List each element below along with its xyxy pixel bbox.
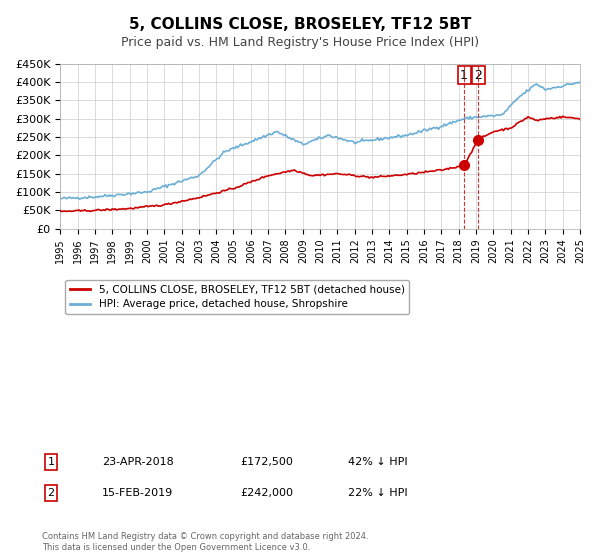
- Text: 1: 1: [47, 457, 55, 467]
- Legend: 5, COLLINS CLOSE, BROSELEY, TF12 5BT (detached house), HPI: Average price, detac: 5, COLLINS CLOSE, BROSELEY, TF12 5BT (de…: [65, 280, 409, 314]
- Text: 22% ↓ HPI: 22% ↓ HPI: [348, 488, 407, 498]
- Text: 23-APR-2018: 23-APR-2018: [102, 457, 174, 467]
- Text: Contains HM Land Registry data © Crown copyright and database right 2024.
This d: Contains HM Land Registry data © Crown c…: [42, 532, 368, 552]
- Text: £172,500: £172,500: [240, 457, 293, 467]
- Text: 2: 2: [474, 69, 482, 82]
- Text: 42% ↓ HPI: 42% ↓ HPI: [348, 457, 407, 467]
- Text: Price paid vs. HM Land Registry's House Price Index (HPI): Price paid vs. HM Land Registry's House …: [121, 36, 479, 49]
- Text: 15-FEB-2019: 15-FEB-2019: [102, 488, 173, 498]
- Text: £242,000: £242,000: [240, 488, 293, 498]
- Text: 2: 2: [47, 488, 55, 498]
- Text: 1: 1: [460, 69, 468, 82]
- Text: 5, COLLINS CLOSE, BROSELEY, TF12 5BT: 5, COLLINS CLOSE, BROSELEY, TF12 5BT: [129, 17, 471, 32]
